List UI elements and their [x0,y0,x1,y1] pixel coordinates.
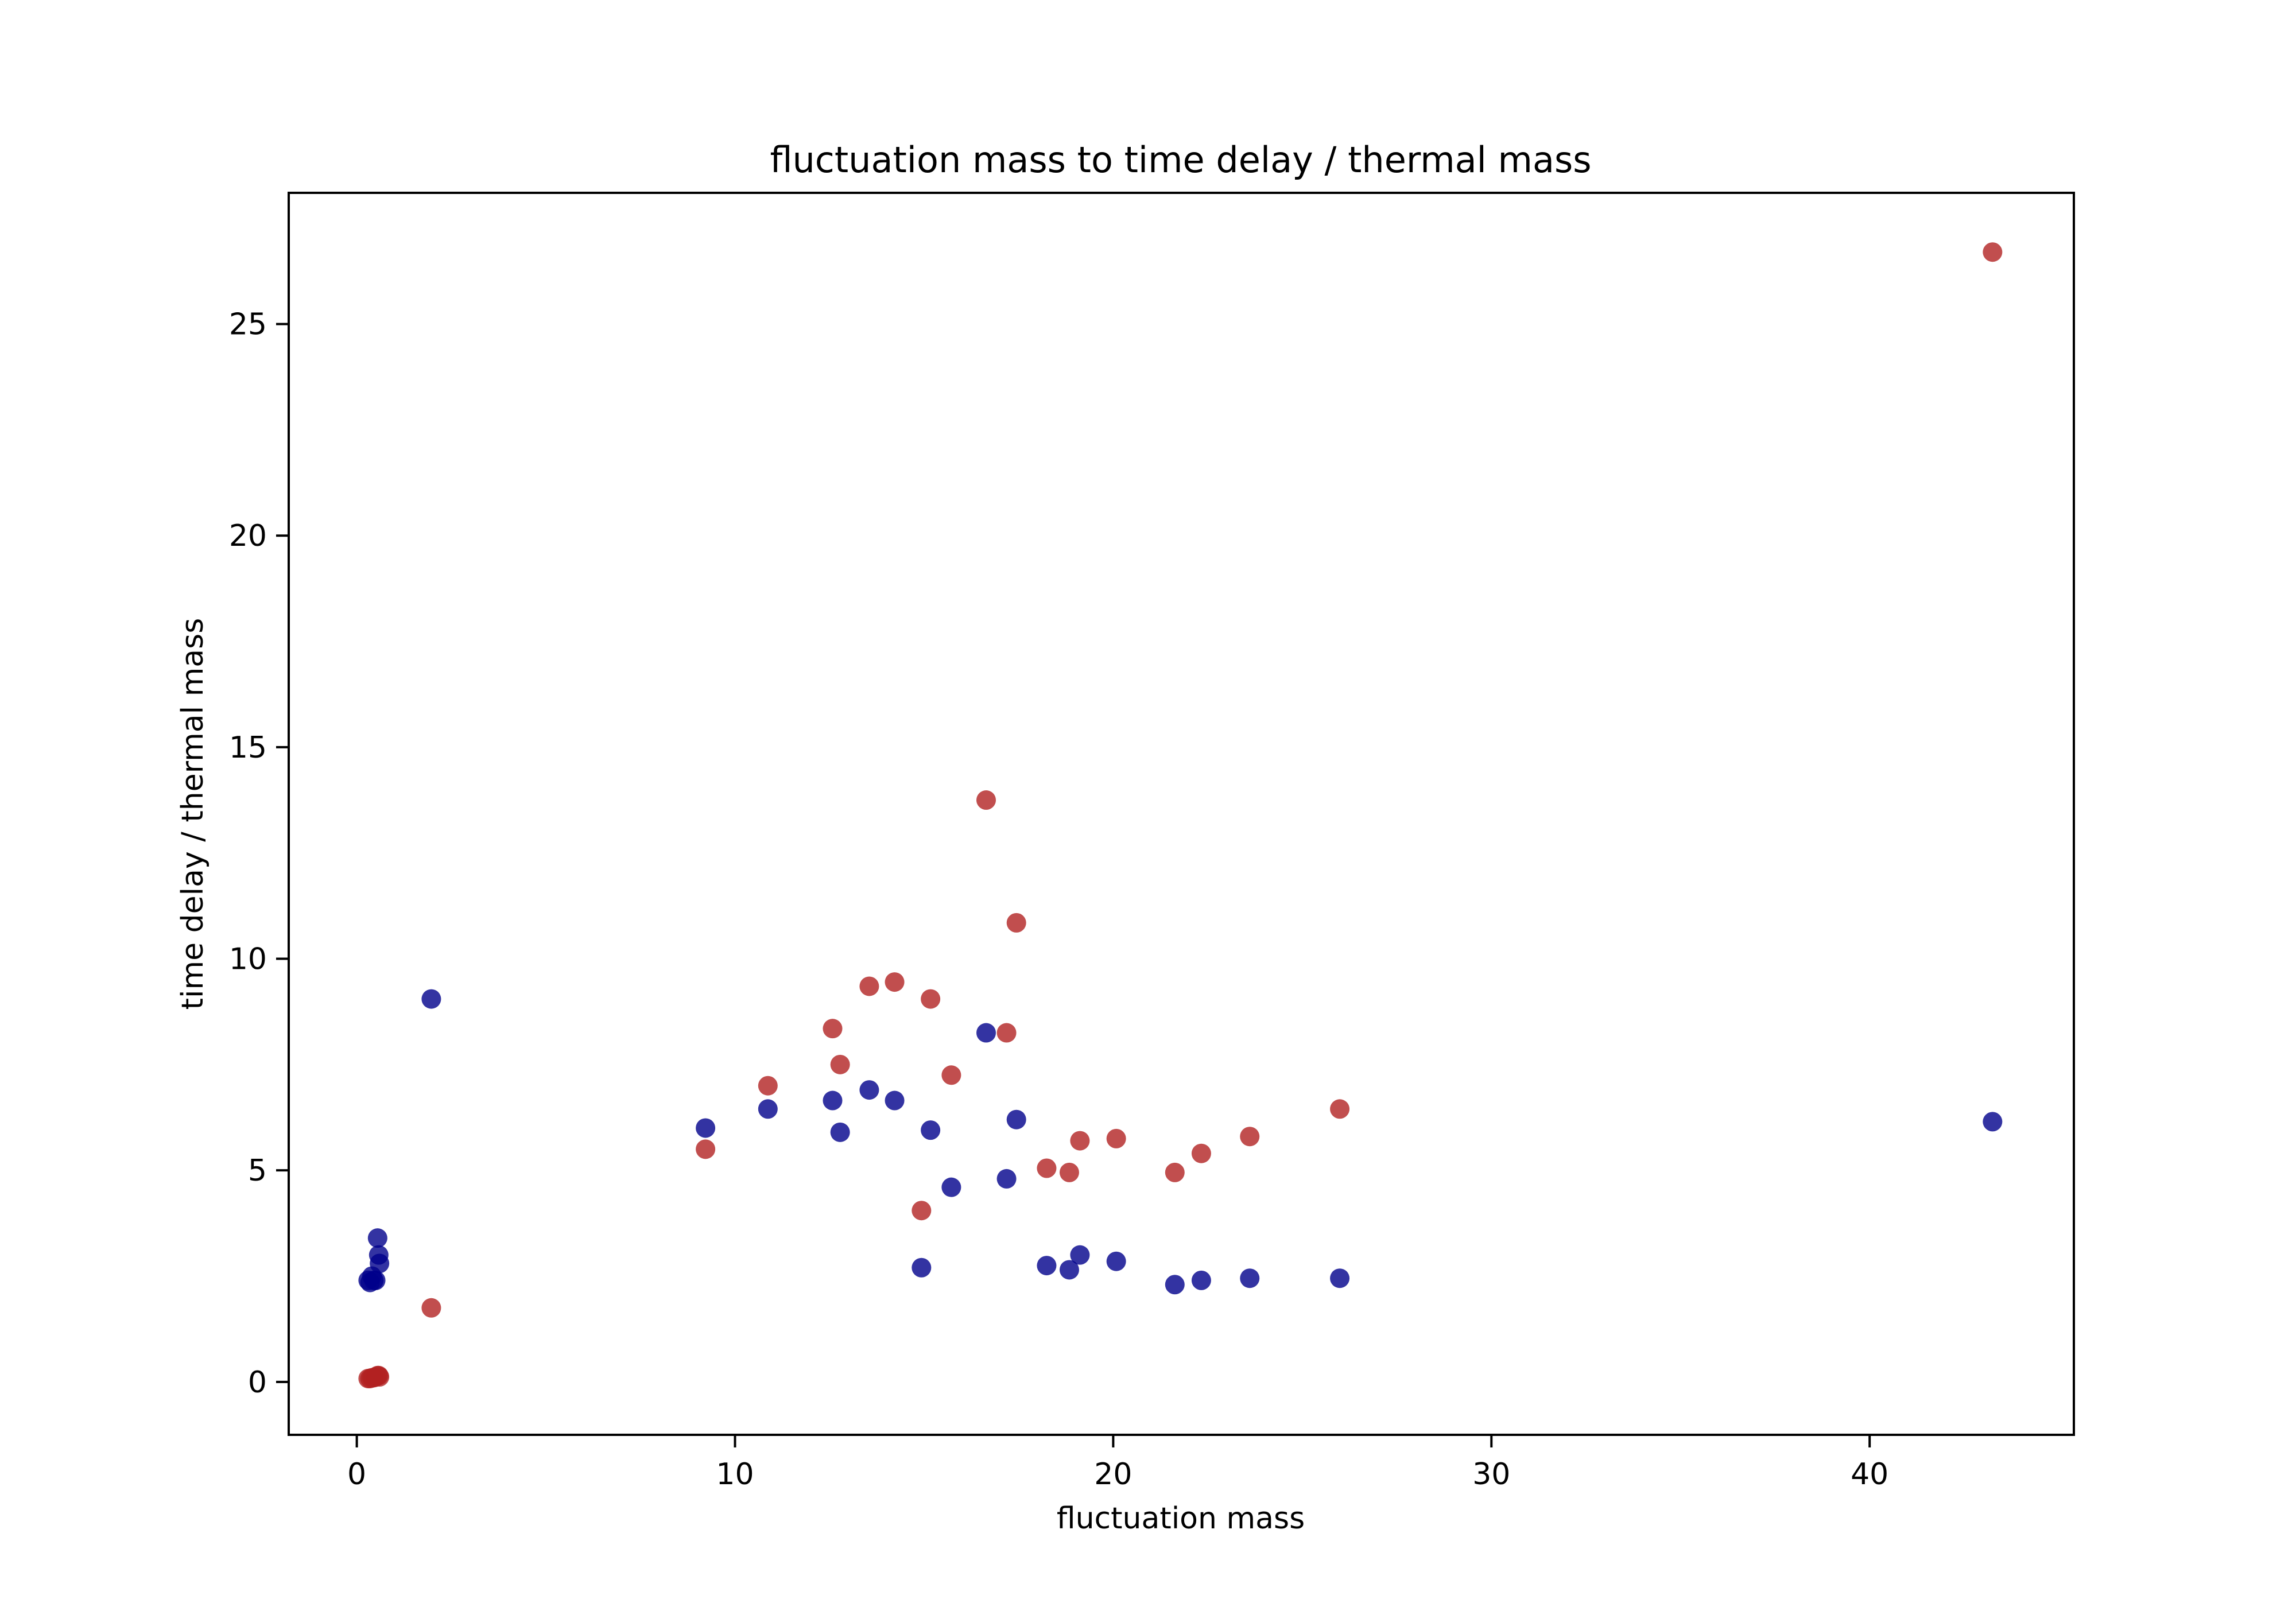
series-1-point [996,1169,1017,1189]
series-1-point [921,1120,941,1140]
series-1-point [1983,1112,2003,1132]
series-1-point [976,1023,996,1043]
series-2-point [1983,242,2003,262]
y-tick-label: 0 [248,1365,267,1400]
series-1-point [1165,1275,1185,1295]
series-1-point [1240,1268,1260,1288]
series-2-point [1191,1143,1211,1163]
series-1-point [696,1118,716,1138]
y-tick-label: 15 [229,731,267,765]
series-2-point [370,1367,390,1387]
y-tick-label: 5 [248,1154,267,1188]
series-2-point [1106,1128,1126,1148]
series-2-point [1165,1162,1185,1182]
series-1-point [758,1099,778,1119]
series-2-point [921,989,941,1009]
x-tick-label: 10 [716,1457,754,1492]
y-tick-label: 25 [229,308,267,342]
series-1-point [1070,1245,1090,1265]
x-tick-label: 30 [1472,1457,1510,1492]
x-tick-label: 40 [1851,1457,1888,1492]
series-1-point [1191,1270,1211,1290]
series-1-point [421,989,441,1009]
series-2-point [859,976,879,996]
series-2-point [912,1201,932,1221]
x-tick-label: 20 [1094,1457,1132,1492]
y-tick-label: 10 [229,942,267,977]
series-2-point [1330,1099,1350,1119]
series-1-point [823,1090,843,1111]
series-2-point [696,1139,716,1159]
series-1-point [859,1080,879,1100]
data-points [358,242,2003,1388]
series-2-point [758,1076,778,1096]
series-2-point [830,1054,850,1074]
series-1-point [1059,1260,1079,1280]
x-tick-label: 0 [347,1457,366,1492]
series-1-point [1330,1268,1350,1288]
series-2-point [823,1019,843,1039]
series-2-point [1037,1158,1057,1178]
series-2-point [941,1065,961,1085]
y-axis-ticks: 0 5 10 15 20 25 [229,308,289,1400]
series-1-point [367,1228,387,1248]
x-axis-ticks: 0 10 20 30 40 [347,1435,1888,1492]
x-axis-label: fluctuation mass [1057,1501,1305,1536]
series-1-point [370,1253,390,1274]
series-2-point [1059,1162,1079,1182]
series-1-point [885,1090,905,1111]
series-2-point [1006,913,1026,933]
y-axis-label: time delay / thermal mass [176,618,210,1010]
series-1-point [1006,1109,1026,1129]
series-2-point [996,1023,1017,1043]
series-1-point [1037,1256,1057,1276]
series-2-point [885,972,905,992]
y-tick-label: 20 [229,519,267,553]
series-2-point [1070,1131,1090,1151]
chart-title: fluctuation mass to time delay / thermal… [770,139,1591,181]
series-1-point [912,1257,932,1278]
series-2-point [976,790,996,810]
plot-area-frame [288,192,2075,1436]
series-1-point [941,1177,961,1197]
series-1-point [366,1270,386,1290]
series-1-point [1106,1251,1126,1271]
series-1-point [830,1122,850,1142]
series-2-point [1240,1127,1260,1147]
series-2-point [421,1298,441,1318]
